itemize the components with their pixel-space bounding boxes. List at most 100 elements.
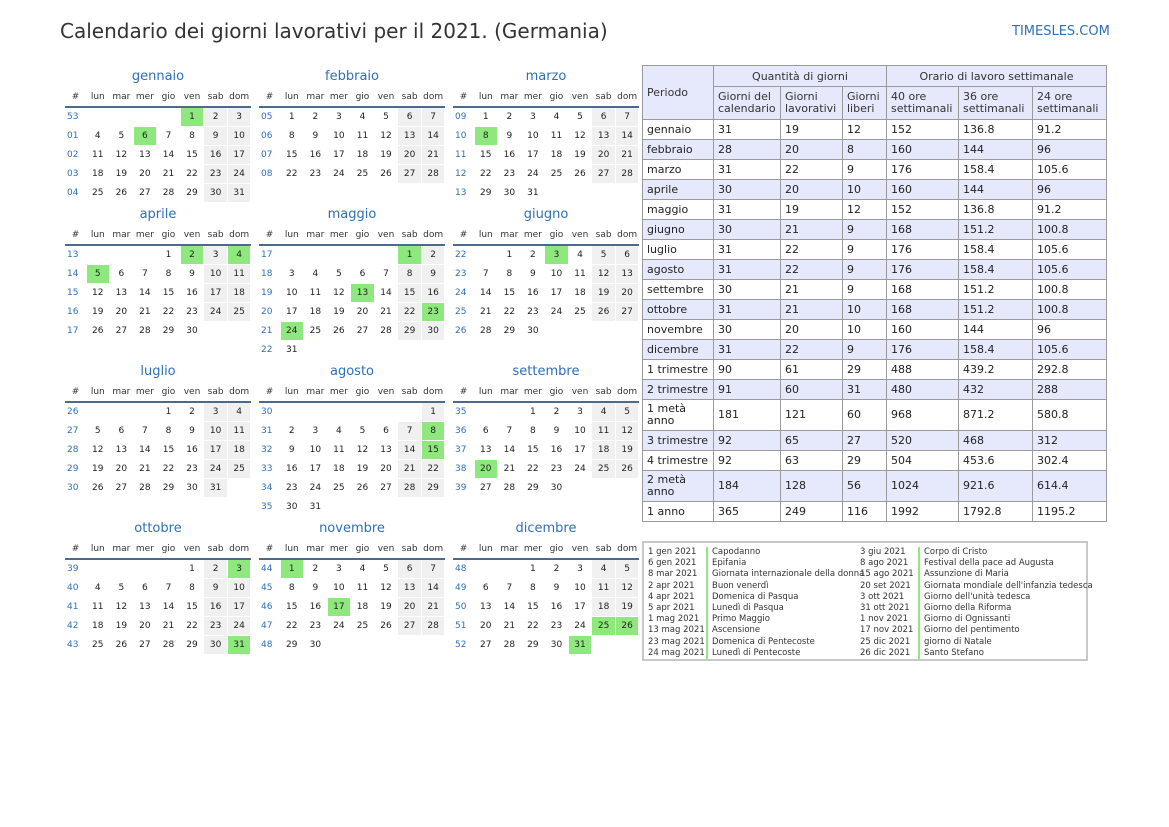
day-cell: 19 <box>86 459 111 479</box>
site-link[interactable]: TIMESLES.COM <box>1012 24 1110 39</box>
day-cell: 18 <box>568 283 593 303</box>
value-cell: 365 <box>713 501 781 522</box>
week-number: 22 <box>259 340 281 360</box>
week-row: 20 17 18 19 20 21 22 23 <box>259 302 446 322</box>
value-cell: 105.6 <box>1032 259 1107 280</box>
week-number: 45 <box>259 578 281 598</box>
holiday-day: 13 <box>350 283 375 303</box>
week-number: 52 <box>453 635 475 655</box>
week-row: 40 4 5 6 7 8 9 10 <box>65 578 252 598</box>
weekend-day: 11 <box>227 421 252 441</box>
weekend-day: 30 <box>203 635 228 655</box>
holiday-name: Ascensione <box>706 625 760 637</box>
day-cell: 10 <box>544 264 569 284</box>
holiday-name: Capodanno <box>706 547 760 559</box>
day-cell: 18 <box>86 616 111 636</box>
day-cell: 27 <box>109 478 134 498</box>
empty-day-cell <box>303 245 328 265</box>
weekday-header: gio <box>350 88 375 108</box>
day-cell: 14 <box>474 283 499 303</box>
week-row: 03 18 19 20 21 22 23 24 <box>65 164 252 184</box>
weekend-day: 1 <box>421 402 446 422</box>
day-cell: 15 <box>280 145 305 165</box>
weekday-header: mer <box>327 383 351 403</box>
value-cell: 871.2 <box>958 399 1033 431</box>
day-cell: 8 <box>521 578 546 598</box>
week-number: 35 <box>453 402 475 422</box>
month-name: aprile <box>139 207 177 222</box>
empty-day-cell <box>227 321 252 341</box>
weekend-day: 26 <box>615 459 640 479</box>
weekend-day: 23 <box>203 164 228 184</box>
day-cell: 20 <box>350 302 375 322</box>
day-cell: 30 <box>280 497 305 517</box>
day-cell: 27 <box>133 183 158 203</box>
week-number: 33 <box>259 459 281 479</box>
week-row: 12 22 23 24 25 26 27 28 <box>453 164 640 184</box>
day-cell: 25 <box>350 616 375 636</box>
holiday-name: Giorno del pentimento <box>918 625 1020 637</box>
value-cell: 31 <box>713 299 781 320</box>
week-number: 04 <box>65 183 87 203</box>
day-cell: 15 <box>474 145 499 165</box>
value-cell: 151.2 <box>958 219 1033 240</box>
weekday-header: sab <box>397 226 422 246</box>
day-cell: 8 <box>180 126 205 146</box>
week-row: 39 27 28 29 30 <box>453 478 640 498</box>
weekday-header: gio <box>350 540 375 560</box>
day-cell: 20 <box>374 459 399 479</box>
weekday-header: ven <box>180 88 204 108</box>
day-cell: 11 <box>86 597 111 617</box>
month-name: giugno <box>523 207 569 222</box>
value-cell: 21 <box>780 219 843 240</box>
stats-body: gennaio 31 19 12 152 136.8 91.2 febbraio 28 20 8 16… <box>642 119 1107 522</box>
value-cell: 168 <box>886 299 959 320</box>
value-cell: 176 <box>886 339 959 360</box>
weekend-day: 9 <box>203 578 228 598</box>
holiday-item: 31 ott 2021 Giorno della Riforma <box>860 602 1093 615</box>
weekend-day: 4 <box>227 402 252 422</box>
page-title: Calendario dei giorni lavorativi per il … <box>60 19 608 43</box>
weekend-day: 12 <box>615 421 640 441</box>
week-number: 25 <box>453 302 475 322</box>
holiday-date: 8 ago 2021 <box>860 558 909 569</box>
value-cell: 56 <box>842 470 887 502</box>
month-name: maggio <box>327 207 377 222</box>
month-calendar: maggio # lun mar mer gio ven sab dom 17 1 2 18 3 4 5 6 7 8… <box>259 204 446 360</box>
week-row: 35 1 2 3 4 5 <box>453 402 640 422</box>
period-cell: ottobre <box>642 299 714 320</box>
day-cell: 22 <box>180 164 205 184</box>
weekend-day: 2 <box>203 107 228 127</box>
weekend-day: 20 <box>397 597 422 617</box>
weekday-header: dom <box>615 88 639 108</box>
weekday-header: ven <box>374 383 398 403</box>
month-table: # lun mar mer gio ven sab dom 48 1 2 3 4 5 49 6 7 8 9 10 11 1… <box>453 540 640 655</box>
weekday-header: mer <box>327 226 351 246</box>
value-cell: 28 <box>713 139 781 160</box>
day-cell: 12 <box>109 597 134 617</box>
day-cell: 13 <box>133 597 158 617</box>
month-calendar: giugno # lun mar mer gio ven sab dom 22 1 2 3 4 5 6 23 7 8… <box>453 204 640 341</box>
weekend-day: 3 <box>203 245 228 265</box>
day-cell: 25 <box>350 164 375 184</box>
weekend-day: 18 <box>591 440 616 460</box>
day-cell: 12 <box>86 440 111 460</box>
month-table: # lun mar mer gio ven sab dom 44 1 2 3 4 5 6 7 45 8 9 10 11 1… <box>259 540 446 655</box>
month-calendar: gennaio # lun mar mer gio ven sab dom 53 1 2 3 01 4 5 6 7… <box>65 66 252 203</box>
holiday-day: 1 <box>180 107 205 127</box>
day-cell: 30 <box>180 478 205 498</box>
week-number: 39 <box>65 559 87 579</box>
holiday-item: 5 apr 2021 Lunedì di Pasqua <box>648 602 864 615</box>
day-cell: 23 <box>303 616 328 636</box>
week-number: 26 <box>65 402 87 422</box>
value-cell: 92 <box>713 450 781 471</box>
week-number: 01 <box>65 126 87 146</box>
holiday-date: 5 apr 2021 <box>648 602 695 613</box>
holiday-date: 25 dic 2021 <box>860 636 911 647</box>
day-cell: 25 <box>544 164 569 184</box>
empty-day-cell <box>227 478 252 498</box>
weekday-header: lun <box>86 226 110 246</box>
day-cell: 27 <box>474 635 499 655</box>
week-number: 03 <box>65 164 87 184</box>
weekend-day: 14 <box>397 440 422 460</box>
